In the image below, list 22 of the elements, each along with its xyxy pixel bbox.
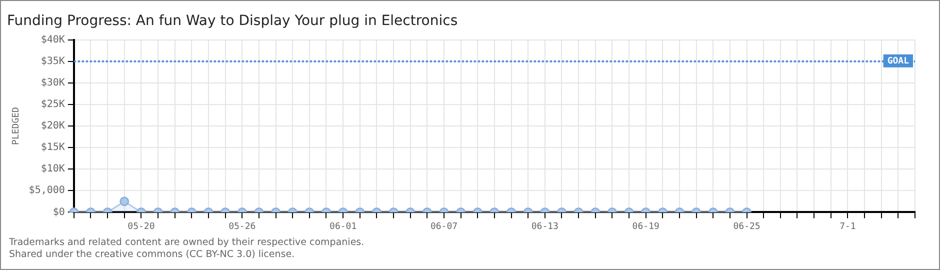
x-tick-label: 05-20	[128, 222, 155, 232]
y-axis-title: PLEDGED	[12, 107, 22, 145]
y-tick-label: $0	[52, 206, 65, 218]
x-tick-label: 06-13	[531, 222, 558, 232]
y-tick-label: $35K	[40, 56, 65, 67]
x-tick-label: 7-1	[840, 222, 856, 232]
x-tick-label: 06-07	[430, 222, 458, 232]
y-tick-label: $25K	[40, 99, 65, 110]
x-tick-label: 06-25	[733, 222, 760, 232]
y-tick-label: $10K	[40, 164, 65, 175]
x-tick-label: 06-19	[632, 222, 660, 232]
ref-line-label: GOAL	[887, 56, 910, 67]
y-tick-label: $5,000	[28, 185, 65, 196]
x-tick-label: 05-26	[228, 222, 256, 232]
y-tick-label: $40K	[40, 34, 65, 46]
text: Shared under the creative commons (CC BY-NC 3.0) license.	[9, 249, 296, 261]
y-tick-label: $20K	[40, 120, 65, 132]
x-tick-label: 06-01	[330, 222, 357, 232]
chart-title: Funding Progress: An fun Way to Display Your plug in Electronics	[7, 13, 458, 30]
y-tick-label: $15K	[40, 142, 65, 154]
text: Trademarks and related content are owned by their respective companies.	[9, 237, 364, 249]
y-tick-label: $30K	[40, 77, 65, 88]
